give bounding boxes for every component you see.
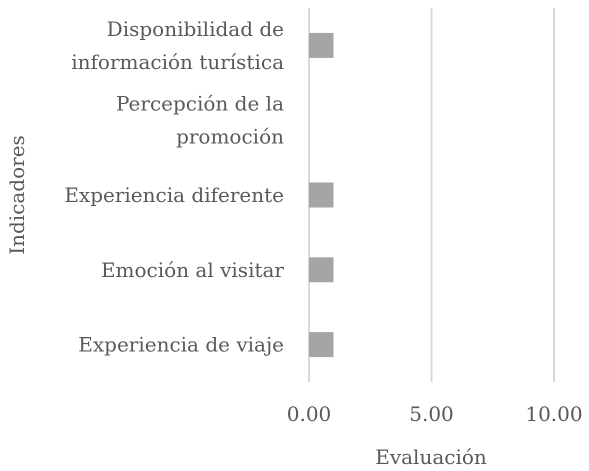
bar-3 [309, 257, 334, 283]
category-label-1-1: promoción [176, 125, 284, 149]
category-label-0-0: Disponibilidad de [107, 17, 284, 41]
bar-0 [309, 32, 334, 58]
category-label-2-0: Experiencia diferente [64, 183, 284, 207]
y-axis-title: Indicadores [5, 135, 29, 255]
category-label-1-0: Percepción de la [116, 92, 284, 116]
x-tick-label-2: 10.00 [525, 402, 582, 426]
category-label-3-0: Emoción al visitar [101, 258, 284, 282]
x-tick-labels: 0.00 5.00 10.00 [287, 402, 583, 426]
bar-2 [309, 182, 334, 208]
bars [309, 32, 334, 358]
x-tick-label-1: 5.00 [409, 402, 454, 426]
x-axis-title: Evaluación [375, 445, 487, 469]
gridlines [308, 8, 555, 382]
bar-4 [309, 332, 334, 358]
category-label-0-1: información turística [71, 50, 284, 74]
category-labels: Disponibilidad de información turística Pe… [64, 17, 284, 357]
x-tick-label-0: 0.00 [287, 402, 332, 426]
category-label-4-0: Experiencia de viaje [78, 333, 284, 357]
